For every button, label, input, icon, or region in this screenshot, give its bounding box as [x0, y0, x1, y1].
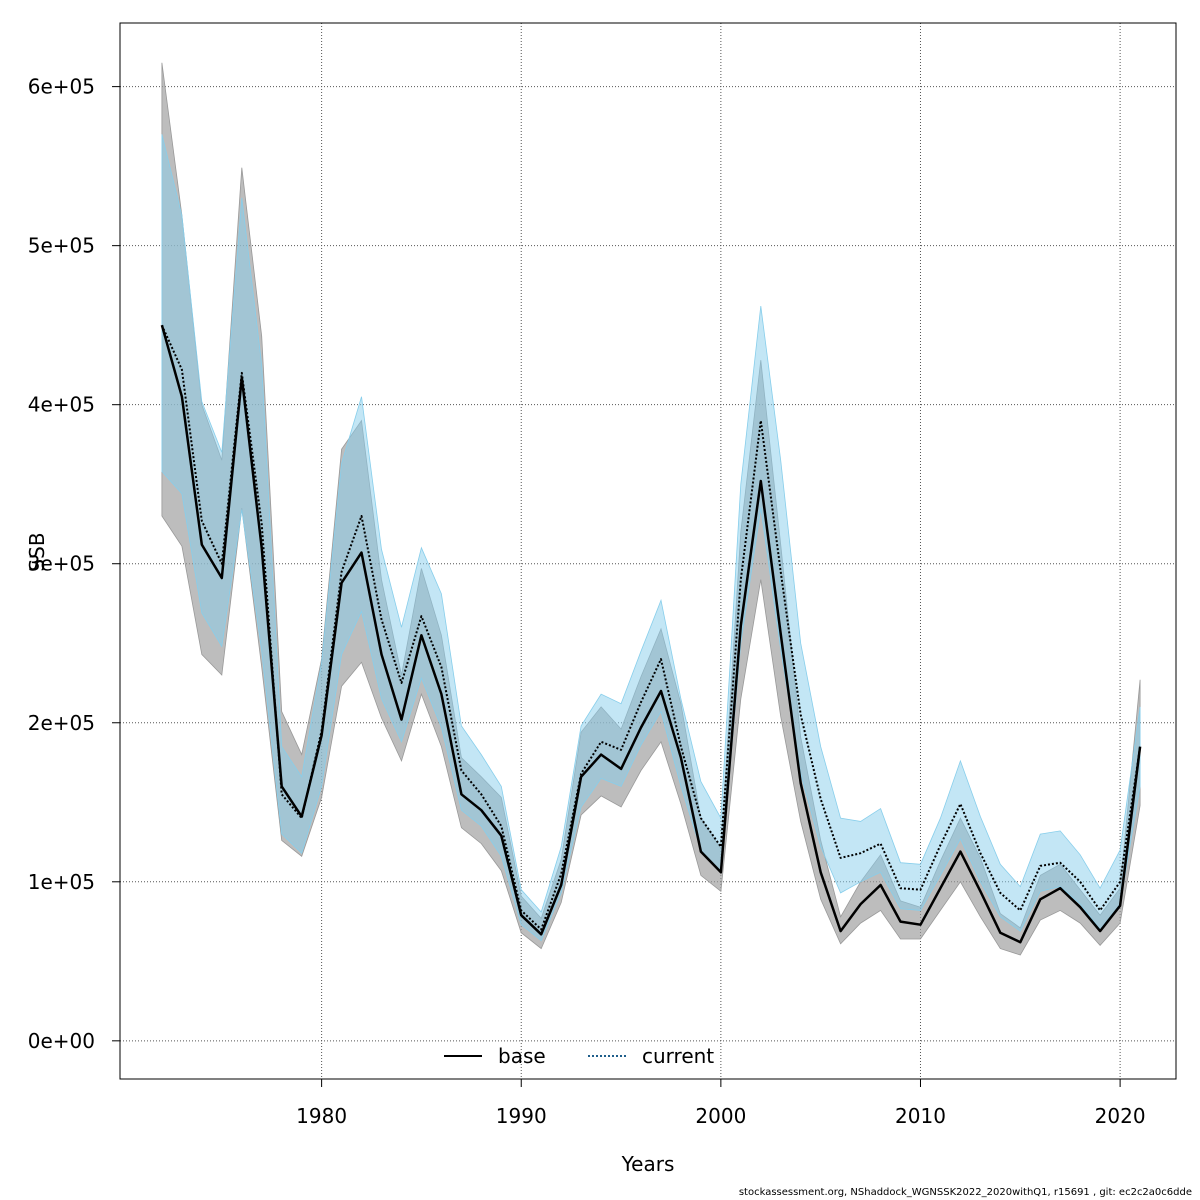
plot-frame [119, 22, 1177, 1080]
confidence-band-current [161, 134, 1141, 942]
x-tick-label: 2010 [895, 1104, 946, 1128]
y-tick-label: 2e+05 [28, 711, 95, 735]
legend-label-current: current [642, 1044, 714, 1068]
x-tick-label: 1980 [296, 1104, 347, 1128]
y-tick-label: 0e+00 [28, 1029, 95, 1053]
y-axis-title: SSB [25, 532, 49, 571]
legend-label-base: base [498, 1044, 546, 1068]
x-tick-label: 2000 [695, 1104, 746, 1128]
y-tick-label: 3e+05 [28, 552, 95, 576]
x-axis-title: Years [621, 1152, 675, 1176]
legend: base current [444, 1044, 714, 1068]
y-tick-label: 4e+05 [28, 393, 95, 417]
footer-note: stockassessment.org, NShaddock_WGNSSK202… [738, 1187, 1192, 1198]
y-tick-label: 1e+05 [28, 870, 95, 894]
series-line-current [160, 324, 1142, 931]
x-tick-label: 2020 [1095, 1104, 1146, 1128]
x-tick-label: 1990 [496, 1104, 547, 1128]
y-tick-label: 5e+05 [28, 234, 95, 258]
y-tick-label: 6e+05 [28, 75, 95, 99]
